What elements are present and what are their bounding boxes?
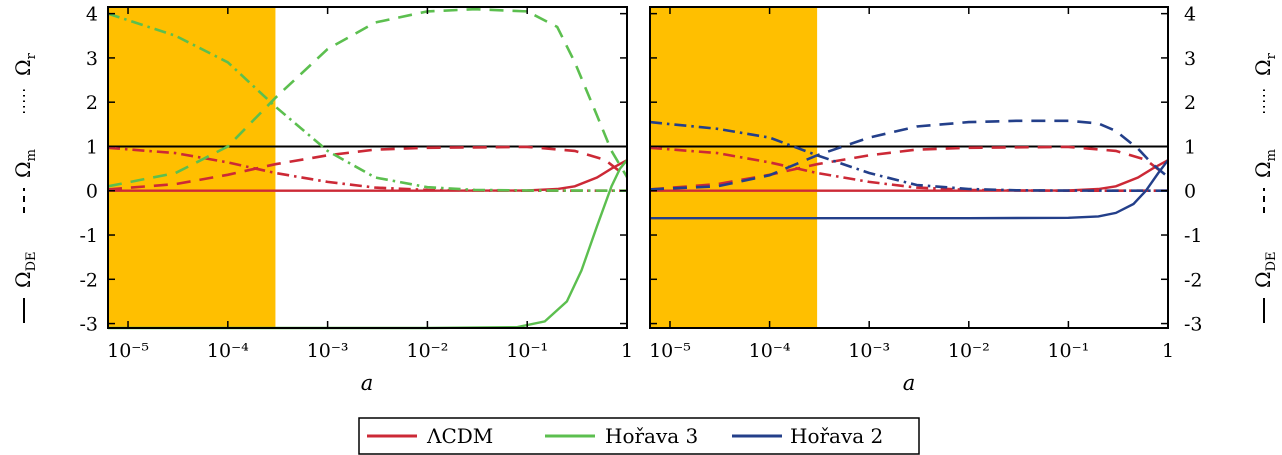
x-tick-label: 10⁻² — [948, 340, 990, 362]
left-panel: -3 -2 -1 0 1 2 3 4 10⁻⁵ 10⁻⁴ 10⁻³ 10⁻² 10⁻¹ 1 a — [79, 4, 633, 395]
left-ticks: -3 -2 -1 0 1 2 3 4 10⁻⁵ 10⁻⁴ 10⁻³ 10⁻² 10⁻¹ 1 — [79, 4, 633, 362]
y-tick-label: 0 — [86, 181, 98, 203]
y-tick-label: -1 — [79, 225, 98, 247]
series-horava2-solid-p1-3 — [650, 159, 1169, 220]
series-horava2-dashdot-p1-5 — [649, 120, 1169, 192]
y-tick-label: 3 — [1184, 48, 1196, 70]
x-tick-label: 10⁻³ — [848, 340, 890, 362]
legend-label-horava3: Hořava 3 — [605, 424, 698, 448]
series-lcdm-dashed-p0-1 — [107, 145, 628, 191]
y-tick-label: -1 — [1184, 225, 1203, 247]
side-omega-m-right: Ωm — [1251, 149, 1279, 178]
series-horava3-dashdot-p0-5 — [107, 12, 628, 192]
right-plot-frame — [649, 6, 1169, 329]
y-tick-label: -3 — [79, 314, 98, 336]
legend-label-lcdm: ΛCDM — [426, 424, 493, 448]
y-tick-label: -2 — [79, 269, 98, 291]
right-ticks: -3 -2 -1 0 1 2 3 4 10⁻⁵ 10⁻⁴ 10⁻³ 10⁻² 10⁻¹ 1 — [649, 4, 1202, 362]
right-shaded-region — [650, 7, 818, 328]
right-panel: -3 -2 -1 0 1 2 3 4 10⁻⁵ 10⁻⁴ 10⁻³ 10⁻² 10⁻¹ 1 a — [649, 4, 1203, 395]
x-tick-label: 1 — [621, 340, 633, 362]
side-omega-m: Ωm — [11, 149, 39, 178]
left-shaded-region — [108, 7, 276, 328]
right-x-axis-label: a — [903, 371, 916, 395]
x-tick-label: 10⁻¹ — [1047, 340, 1089, 362]
y-tick-label: 4 — [86, 4, 98, 26]
y-tick-label: -2 — [1184, 269, 1203, 291]
legend-box — [358, 417, 920, 455]
right-side-label: ΩDE Ωm Ωr — [1251, 52, 1279, 323]
right-series — [649, 119, 1169, 220]
y-tick-label: 1 — [86, 136, 98, 158]
y-tick-label: 2 — [86, 92, 98, 114]
side-omega-r-right: Ωr — [1251, 52, 1279, 76]
y-tick-label: 1 — [1184, 136, 1196, 158]
x-tick-label: 10⁻³ — [307, 340, 349, 362]
series-lcdm-solid-p0-0 — [108, 159, 628, 192]
x-tick-label: 10⁻⁵ — [649, 340, 691, 362]
legend-label-horava2: Hořava 2 — [790, 424, 883, 448]
y-tick-label: 3 — [86, 48, 98, 70]
x-tick-label: 10⁻⁵ — [107, 340, 149, 362]
x-tick-label: 1 — [1162, 340, 1174, 362]
y-tick-label: 2 — [1184, 92, 1196, 114]
left-side-label: ΩDE Ωm Ωr — [11, 52, 39, 323]
side-omega-de: ΩDE — [11, 251, 39, 288]
side-omega-r: Ωr — [11, 52, 39, 76]
x-tick-label: 10⁻² — [406, 340, 448, 362]
x-tick-label: 10⁻¹ — [506, 340, 548, 362]
series-horava2-dashed-p1-4 — [649, 119, 1169, 191]
y-tick-label: -3 — [1184, 314, 1203, 336]
y-tick-label: 4 — [1184, 4, 1196, 26]
left-plot-frame — [107, 6, 628, 329]
left-x-axis-label: a — [361, 371, 374, 395]
series-horava3-dashed-p0-4 — [107, 7, 629, 188]
x-tick-label: 10⁻⁴ — [207, 340, 249, 362]
legend: ΛCDM Hořava 3 Hořava 2 — [358, 417, 920, 455]
side-omega-de-right: ΩDE — [1251, 251, 1279, 288]
x-tick-label: 10⁻⁴ — [749, 340, 791, 362]
y-tick-label: 0 — [1184, 181, 1196, 203]
